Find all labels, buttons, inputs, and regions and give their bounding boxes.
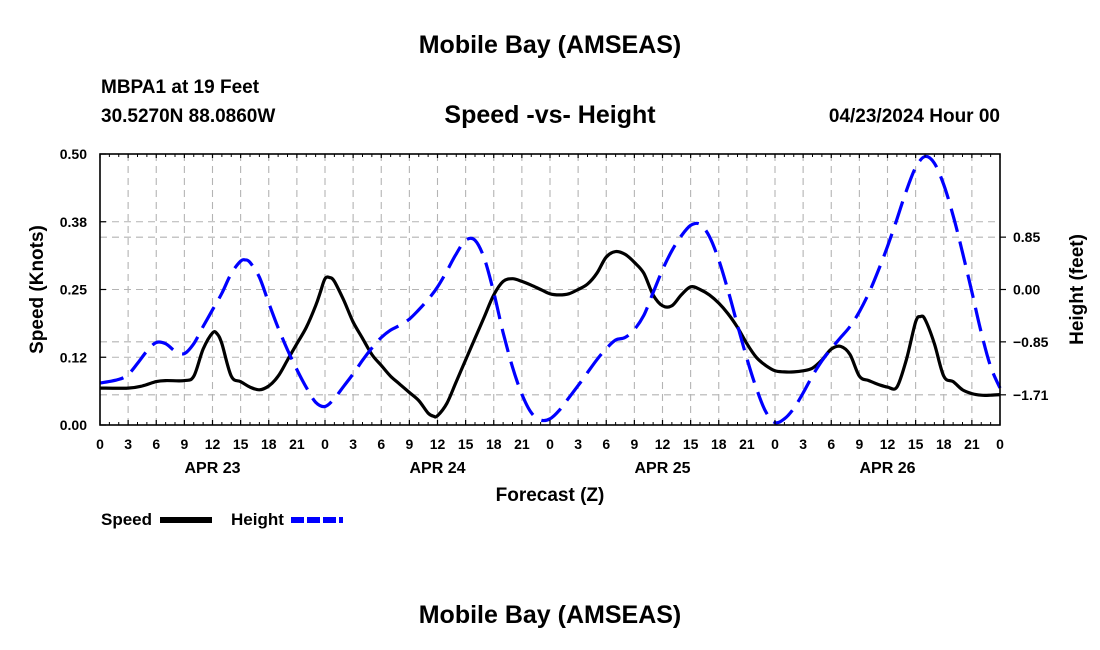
legend-label-speed: Speed xyxy=(101,510,152,529)
x-tick-label: 3 xyxy=(574,436,582,452)
x-tick-label: 9 xyxy=(855,436,863,452)
x-tick-label: 3 xyxy=(349,436,357,452)
x-tick-label: 0 xyxy=(546,436,554,452)
height-series-line xyxy=(99,154,1002,425)
x-tick-label: 6 xyxy=(602,436,610,452)
day-label: APR 24 xyxy=(409,460,465,477)
day-label: APR 26 xyxy=(859,460,915,477)
x-tick-label: 15 xyxy=(458,436,474,452)
legend-label-height: Height xyxy=(231,510,284,529)
day-label: APR 23 xyxy=(184,460,240,477)
series-lines xyxy=(99,154,1002,425)
chart-subtitle: Speed -vs- Height xyxy=(444,101,656,129)
x-tick-label: 12 xyxy=(205,436,221,452)
x-tick-label: 3 xyxy=(799,436,807,452)
right-tick-label: 0.00 xyxy=(1013,282,1040,298)
x-axis-label: Forecast (Z) xyxy=(496,485,605,506)
x-tick-label: 12 xyxy=(430,436,446,452)
x-tick-label: 3 xyxy=(124,436,132,452)
page-title: Mobile Bay (AMSEAS) xyxy=(418,31,682,59)
x-tick-label: 12 xyxy=(880,436,896,452)
left-tick-label: 0.12 xyxy=(60,349,87,365)
speed-series-line xyxy=(99,249,1001,419)
left-tick-label: 0.25 xyxy=(60,282,87,298)
right-tick-label: −0.85 xyxy=(1013,334,1049,350)
day-label: APR 25 xyxy=(634,460,690,477)
station-coordinates: 30.5270N 88.0860W xyxy=(101,106,276,127)
x-tick-label: 15 xyxy=(683,436,699,452)
left-tick-label: 0.00 xyxy=(60,417,87,433)
grid-lines xyxy=(100,154,1000,425)
x-tick-label: 15 xyxy=(233,436,249,452)
x-tick-label: 0 xyxy=(96,436,104,452)
x-tick-label: 18 xyxy=(486,436,502,452)
x-tick-label: 18 xyxy=(711,436,727,452)
axes: 0 3 6 9 12 15 18 21 0 3 6 9 12 15 18 21 0 3 6 9 12 15 18 21 0 3 6 9… xyxy=(27,146,1088,506)
x-tick-label: 21 xyxy=(964,436,980,452)
x-tick-label: 18 xyxy=(261,436,277,452)
station-name: MBPA1 at 19 Feet xyxy=(101,77,260,98)
x-tick-label: 6 xyxy=(377,436,385,452)
forecast-datetime: 04/23/2024 Hour 00 xyxy=(828,106,1000,127)
x-tick-label: 0 xyxy=(321,436,329,452)
right-axis-label: Height (feet) xyxy=(1067,234,1088,345)
x-tick-label: 9 xyxy=(405,436,413,452)
x-tick-label: 0 xyxy=(771,436,779,452)
x-tick-label: 6 xyxy=(152,436,160,452)
footer-title: Mobile Bay (AMSEAS) xyxy=(418,601,682,629)
right-tick-label: −1.71 xyxy=(1013,387,1049,403)
left-axis-label: Speed (Knots) xyxy=(27,225,48,354)
x-tick-label: 21 xyxy=(739,436,755,452)
x-tick-label: 21 xyxy=(514,436,530,452)
x-tick-label: 18 xyxy=(936,436,952,452)
x-tick-label: 12 xyxy=(655,436,671,452)
left-tick-label: 0.38 xyxy=(60,214,87,230)
x-tick-label: 6 xyxy=(827,436,835,452)
x-tick-label: 9 xyxy=(180,436,188,452)
x-tick-label: 15 xyxy=(908,436,924,452)
left-tick-label: 0.50 xyxy=(60,146,87,162)
x-tick-label: 9 xyxy=(630,436,638,452)
right-tick-label: 0.85 xyxy=(1013,229,1040,245)
legend: Speed Height xyxy=(101,510,343,529)
x-tick-label: 0 xyxy=(996,436,1004,452)
x-tick-label: 21 xyxy=(289,436,305,452)
